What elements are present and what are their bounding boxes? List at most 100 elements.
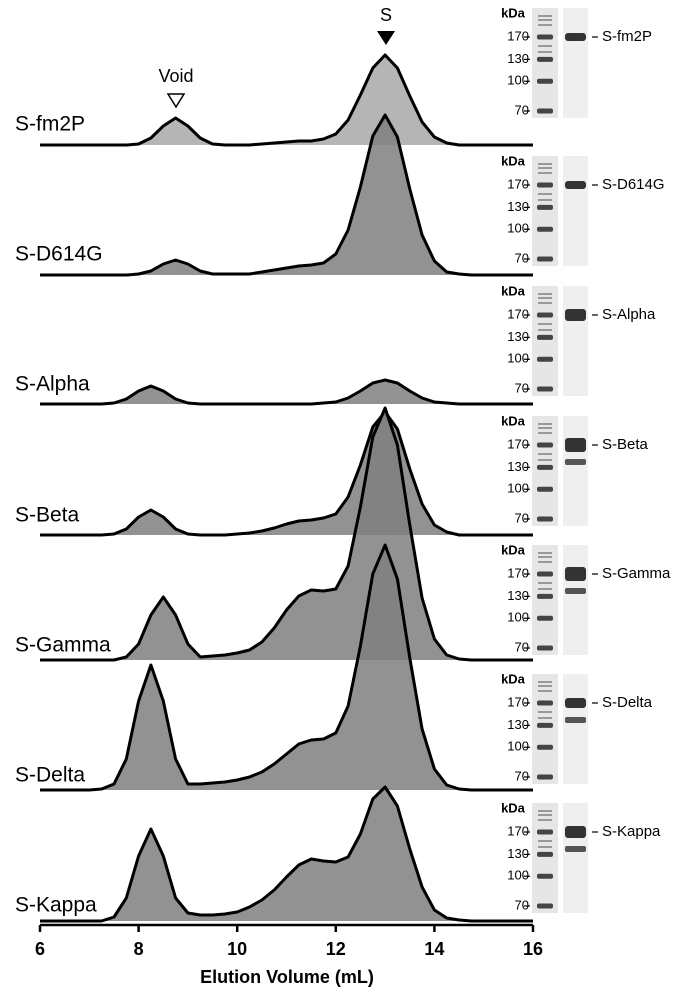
sample-band bbox=[565, 181, 586, 189]
trace-line bbox=[40, 115, 533, 275]
ladder-faint-band bbox=[538, 814, 552, 816]
ladder-band bbox=[537, 874, 553, 879]
ladder-faint-band bbox=[538, 685, 552, 687]
gel-sample-lane bbox=[563, 674, 588, 784]
trace-line bbox=[40, 545, 533, 790]
ladder-band bbox=[537, 904, 553, 909]
gel-label: S-D614G bbox=[602, 176, 665, 193]
gel-marker-label: 130 bbox=[507, 846, 529, 861]
x-axis-label: Elution Volume (mL) bbox=[200, 967, 374, 987]
ladder-faint-band bbox=[538, 193, 552, 195]
ladder-faint-band bbox=[538, 297, 552, 299]
ladder-faint-band bbox=[538, 323, 552, 325]
ladder-band bbox=[537, 57, 553, 62]
gel-unit: kDa bbox=[501, 283, 526, 298]
gel-sample-lane bbox=[563, 8, 588, 118]
trace-line bbox=[40, 412, 533, 535]
gel-unit: kDa bbox=[501, 5, 526, 20]
ladder-band bbox=[537, 852, 553, 857]
gel-sample-lane bbox=[563, 545, 588, 655]
ladder-band bbox=[537, 701, 553, 706]
gel-unit: kDa bbox=[501, 542, 526, 557]
ladder-faint-band bbox=[538, 453, 552, 455]
gel-marker-label: 130 bbox=[507, 199, 529, 214]
trace-area bbox=[40, 787, 533, 921]
trace-label: S-Beta bbox=[15, 504, 80, 527]
x-tick-label: 8 bbox=[134, 939, 144, 959]
gel-marker-label: 170 bbox=[507, 823, 529, 838]
sample-band bbox=[565, 588, 586, 594]
sample-band bbox=[565, 459, 586, 465]
gel-sample-lane bbox=[563, 803, 588, 913]
ladder-band bbox=[537, 357, 553, 362]
ladder-band bbox=[537, 313, 553, 318]
sample-band bbox=[565, 309, 586, 321]
annotation: Void bbox=[158, 66, 193, 86]
ladder-faint-band bbox=[538, 588, 552, 590]
ladder-faint-band bbox=[538, 167, 552, 169]
gel-marker-label: 70 bbox=[515, 639, 529, 654]
gel-marker-label: 70 bbox=[515, 250, 529, 265]
gel-sample-lane bbox=[563, 416, 588, 526]
gel-marker-label: 70 bbox=[515, 380, 529, 395]
ladder-band bbox=[537, 35, 553, 40]
x-tick-label: 12 bbox=[326, 939, 346, 959]
ladder-faint-band bbox=[538, 45, 552, 47]
x-tick-label: 14 bbox=[424, 939, 444, 959]
ladder-faint-band bbox=[538, 293, 552, 295]
ladder-band bbox=[537, 616, 553, 621]
ladder-faint-band bbox=[538, 51, 552, 53]
ladder-band bbox=[537, 830, 553, 835]
ladder-band bbox=[537, 205, 553, 210]
ladder-band bbox=[537, 723, 553, 728]
ladder-faint-band bbox=[538, 561, 552, 563]
ladder-faint-band bbox=[538, 810, 552, 812]
ladder-band bbox=[537, 335, 553, 340]
trace-line bbox=[40, 380, 533, 404]
ladder-faint-band bbox=[538, 163, 552, 165]
ladder-faint-band bbox=[538, 582, 552, 584]
trace-label: S-Kappa bbox=[15, 894, 97, 917]
gel-unit: kDa bbox=[501, 671, 526, 686]
ladder-faint-band bbox=[538, 15, 552, 17]
gel-sample-lane bbox=[563, 286, 588, 396]
ladder-band bbox=[537, 572, 553, 577]
ladder-faint-band bbox=[538, 690, 552, 692]
x-tick-label: 16 bbox=[523, 939, 543, 959]
sample-band bbox=[565, 698, 586, 708]
ladder-band bbox=[537, 465, 553, 470]
gel-marker-label: 100 bbox=[507, 221, 529, 236]
ladder-faint-band bbox=[538, 819, 552, 821]
gel-marker-label: 70 bbox=[515, 510, 529, 525]
sample-band bbox=[565, 826, 586, 838]
gel-marker-label: 170 bbox=[507, 565, 529, 580]
annotation: S bbox=[380, 5, 392, 25]
gel-marker-label: 100 bbox=[507, 73, 529, 88]
ladder-band bbox=[537, 109, 553, 114]
ladder-band bbox=[537, 517, 553, 522]
gel-label: S-Kappa bbox=[602, 823, 661, 840]
gel-marker-label: 100 bbox=[507, 868, 529, 883]
gel-marker-label: 130 bbox=[507, 717, 529, 732]
ladder-faint-band bbox=[538, 172, 552, 174]
ladder-band bbox=[537, 79, 553, 84]
gel-marker-label: 170 bbox=[507, 436, 529, 451]
trace-label: S-Delta bbox=[15, 764, 85, 787]
trace-label: S-Alpha bbox=[15, 373, 90, 396]
gel-marker-label: 100 bbox=[507, 610, 529, 625]
sample-band bbox=[565, 33, 586, 41]
ladder-faint-band bbox=[538, 423, 552, 425]
gel-marker-label: 100 bbox=[507, 351, 529, 366]
s-marker bbox=[377, 31, 395, 45]
gel-marker-label: 100 bbox=[507, 481, 529, 496]
ladder-band bbox=[537, 227, 553, 232]
ladder-band bbox=[537, 183, 553, 188]
trace-label: S-Gamma bbox=[15, 634, 111, 657]
ladder-faint-band bbox=[538, 552, 552, 554]
gel-label: S-Delta bbox=[602, 694, 653, 711]
ladder-faint-band bbox=[538, 24, 552, 26]
ladder-band bbox=[537, 594, 553, 599]
trace-label: S-D614G bbox=[15, 243, 103, 266]
ladder-faint-band bbox=[538, 459, 552, 461]
gel-marker-label: 170 bbox=[507, 694, 529, 709]
